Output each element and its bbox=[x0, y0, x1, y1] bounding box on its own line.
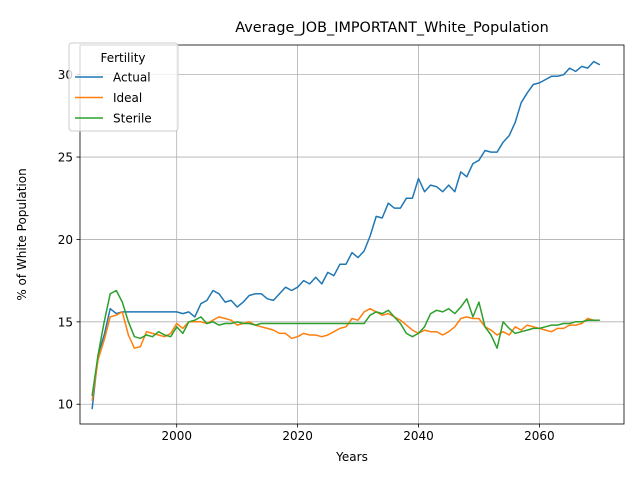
legend-label-ideal: Ideal bbox=[113, 91, 142, 105]
y-axis-label: % of White Population bbox=[15, 168, 29, 300]
grid-lines bbox=[80, 45, 624, 424]
chart-title: Average_JOB_IMPORTANT_White_Population bbox=[235, 20, 548, 36]
series-line-sterile bbox=[91, 289, 600, 397]
legend-title: Fertility bbox=[100, 51, 145, 65]
series-line-ideal bbox=[91, 307, 600, 402]
series-line-actual bbox=[91, 60, 601, 410]
x-tick-label: 2060 bbox=[524, 429, 555, 443]
plot-area-frame bbox=[79, 44, 625, 425]
x-axis-ticks: 2000 2020 2040 2060 bbox=[161, 424, 555, 443]
legend-items: Actual Ideal Sterile bbox=[75, 71, 152, 126]
x-tick-label: 2000 bbox=[161, 429, 192, 443]
y-tick-label: 20 bbox=[58, 233, 73, 247]
y-tick-label: 10 bbox=[58, 398, 73, 412]
y-tick-label: 25 bbox=[58, 151, 73, 165]
x-tick-label: 2040 bbox=[403, 429, 434, 443]
y-tick-label: 15 bbox=[58, 315, 73, 329]
series-lines bbox=[91, 60, 601, 410]
x-axis-label: Years bbox=[335, 450, 368, 464]
x-tick-label: 2020 bbox=[282, 429, 313, 443]
legend-label-actual: Actual bbox=[113, 71, 151, 85]
legend-label-sterile: Sterile bbox=[113, 112, 152, 126]
legend-box bbox=[68, 42, 179, 132]
legend: Fertility Actual Ideal Sterile bbox=[68, 42, 179, 132]
